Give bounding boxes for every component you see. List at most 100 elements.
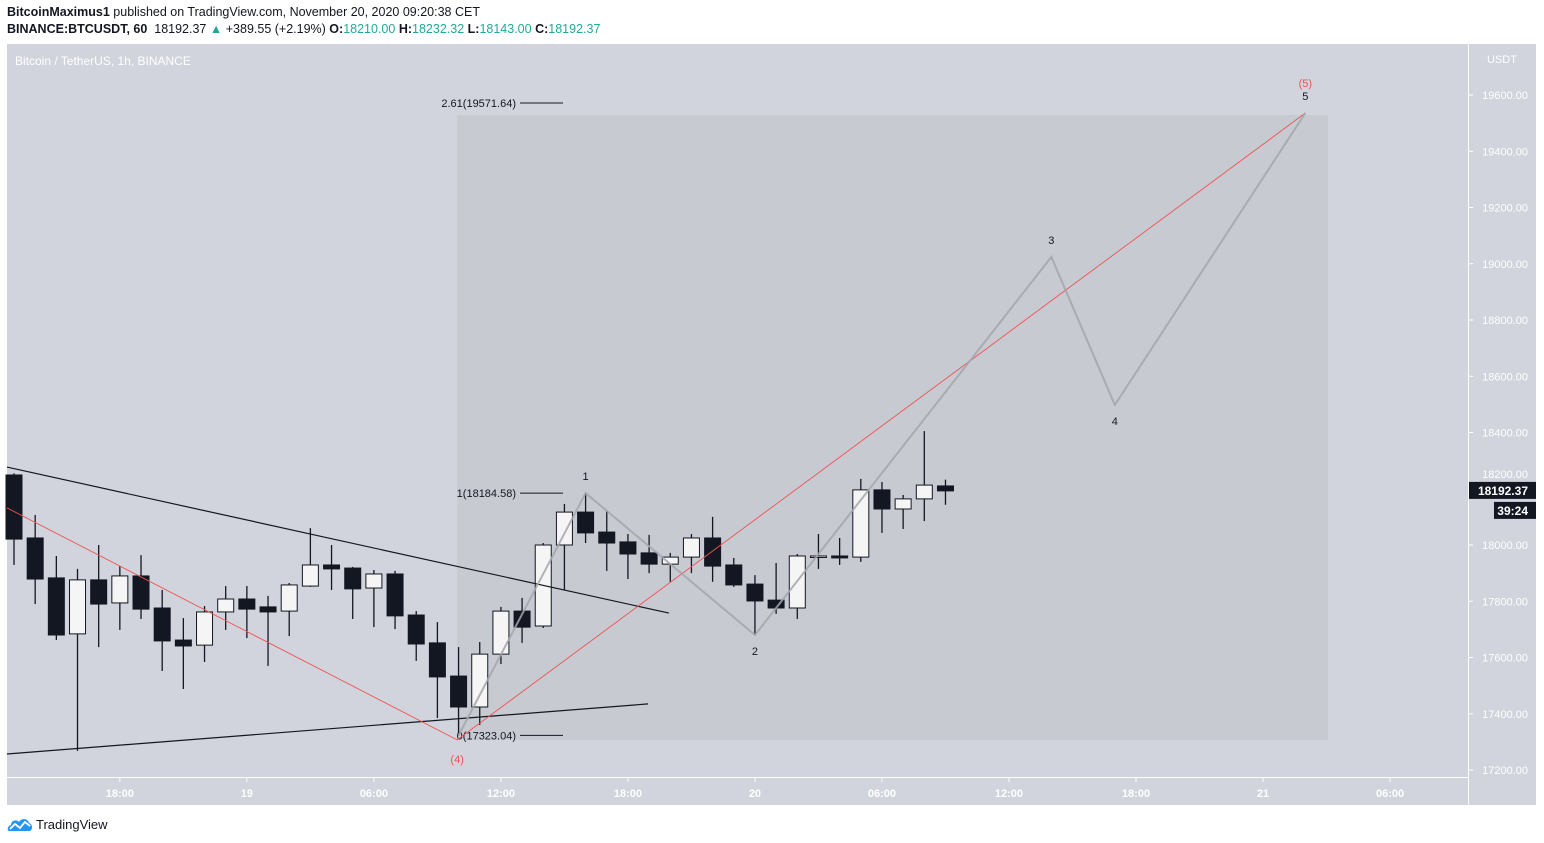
candle bbox=[555, 503, 573, 590]
currency-label: USDT bbox=[1487, 54, 1517, 66]
time-tick-label: 06:00 bbox=[868, 788, 896, 800]
candle bbox=[936, 479, 954, 505]
symbol: BINANCE:BTCUSDT, 60 bbox=[7, 22, 148, 36]
time-tick-label: 18:00 bbox=[1122, 788, 1150, 800]
candle-body bbox=[619, 541, 637, 555]
candle bbox=[280, 582, 298, 637]
fib-level-label: 1(18184.58) bbox=[457, 488, 516, 500]
trendline bbox=[6, 703, 649, 755]
price-tick-label: 17200.00 bbox=[1482, 765, 1528, 777]
candle-body bbox=[69, 579, 87, 635]
candle bbox=[577, 493, 595, 544]
candle bbox=[259, 595, 277, 666]
candle-body bbox=[5, 474, 23, 540]
candle bbox=[704, 516, 722, 582]
candle bbox=[725, 557, 743, 587]
price-tick-label: 18800.00 bbox=[1482, 315, 1528, 327]
candle bbox=[69, 568, 87, 751]
wave-label: 5 bbox=[1302, 91, 1308, 103]
price-tick-label: 17800.00 bbox=[1482, 596, 1528, 608]
candle bbox=[428, 622, 446, 718]
candle bbox=[132, 555, 150, 619]
fib-extension-box bbox=[457, 114, 1328, 740]
price-tick-label: 18000.00 bbox=[1482, 540, 1528, 552]
candle bbox=[915, 431, 933, 522]
tradingview-logo[interactable]: TradingView bbox=[7, 816, 108, 832]
countdown-label: 39:24 bbox=[1497, 504, 1528, 518]
candle-body bbox=[492, 610, 510, 655]
up-arrow-icon: ▲ bbox=[209, 22, 223, 36]
candle-body bbox=[111, 575, 129, 604]
candle-body bbox=[873, 489, 891, 510]
author[interactable]: BitcoinMaximus1 bbox=[7, 5, 110, 19]
candle bbox=[217, 586, 235, 630]
candle-body bbox=[217, 598, 235, 613]
candle-body bbox=[196, 611, 214, 646]
price-tick-label: 19000.00 bbox=[1482, 259, 1528, 271]
candle-body bbox=[259, 606, 277, 613]
candle-body bbox=[238, 598, 256, 610]
candle bbox=[174, 618, 192, 689]
candle-body bbox=[450, 675, 468, 708]
candle-body bbox=[280, 584, 298, 612]
candle bbox=[111, 566, 129, 630]
high-value: 18232.32 bbox=[412, 22, 465, 36]
candle-body bbox=[386, 573, 404, 617]
time-tick-label: 06:00 bbox=[360, 788, 388, 800]
price-tick-label: 18200.00 bbox=[1482, 469, 1528, 481]
candle-body bbox=[365, 573, 383, 589]
time-tick-label: 19 bbox=[241, 788, 253, 800]
candle-body bbox=[598, 531, 616, 544]
low-value: 18143.00 bbox=[479, 22, 532, 36]
countdown-marker bbox=[1494, 501, 1536, 519]
candle-body bbox=[746, 583, 764, 602]
candle bbox=[196, 606, 214, 662]
candle-body bbox=[132, 575, 150, 610]
candle bbox=[5, 473, 23, 565]
candle bbox=[407, 611, 425, 661]
time-tick-label: 20 bbox=[749, 788, 761, 800]
candle bbox=[301, 528, 319, 587]
candle-body bbox=[47, 577, 65, 636]
close-value: 18192.37 bbox=[548, 22, 601, 36]
price-tick-label: 17600.00 bbox=[1482, 653, 1528, 665]
elliott-wave-path bbox=[457, 112, 1307, 736]
candle-body bbox=[640, 552, 658, 565]
candle-body bbox=[428, 642, 446, 678]
publish-line: BitcoinMaximus1 published on TradingView… bbox=[7, 5, 480, 19]
trendline bbox=[6, 112, 1306, 741]
candle bbox=[619, 534, 637, 580]
price-tick-label: 19400.00 bbox=[1482, 146, 1528, 158]
fib-level-label: 0(17323.04) bbox=[457, 730, 516, 742]
price-tick-label: 18400.00 bbox=[1482, 428, 1528, 440]
wave-label: 3 bbox=[1048, 235, 1054, 247]
time-tick-label: 12:00 bbox=[995, 788, 1023, 800]
candle-body bbox=[174, 639, 192, 647]
price-tick-label: 19600.00 bbox=[1482, 90, 1528, 102]
candle-body bbox=[831, 555, 849, 559]
candle bbox=[26, 514, 44, 605]
candle bbox=[746, 575, 764, 635]
candle-body bbox=[555, 511, 573, 546]
last-price-marker bbox=[1469, 481, 1536, 499]
open-value: 18210.00 bbox=[343, 22, 396, 36]
candle bbox=[809, 534, 827, 569]
candle-body bbox=[301, 564, 319, 587]
low-label: L: bbox=[467, 22, 480, 36]
chart-title: Bitcoin / TetherUS, 1h, BINANCE bbox=[15, 54, 191, 68]
candle bbox=[47, 555, 65, 641]
candle bbox=[238, 586, 256, 639]
tradingview-cloud-icon bbox=[7, 819, 33, 831]
change: +389.55 (+2.19%) bbox=[225, 22, 326, 36]
candle-body bbox=[936, 485, 954, 492]
time-tick-label: 21 bbox=[1257, 788, 1269, 800]
time-tick-label: 12:00 bbox=[487, 788, 515, 800]
brand-name: TradingView bbox=[36, 816, 108, 832]
high-label: H: bbox=[398, 22, 413, 36]
price-tick-label: 17400.00 bbox=[1482, 709, 1528, 721]
candle-body bbox=[153, 607, 171, 642]
close-value-label: C: bbox=[535, 22, 549, 36]
candle-body bbox=[344, 567, 362, 590]
candle-body bbox=[682, 537, 700, 558]
